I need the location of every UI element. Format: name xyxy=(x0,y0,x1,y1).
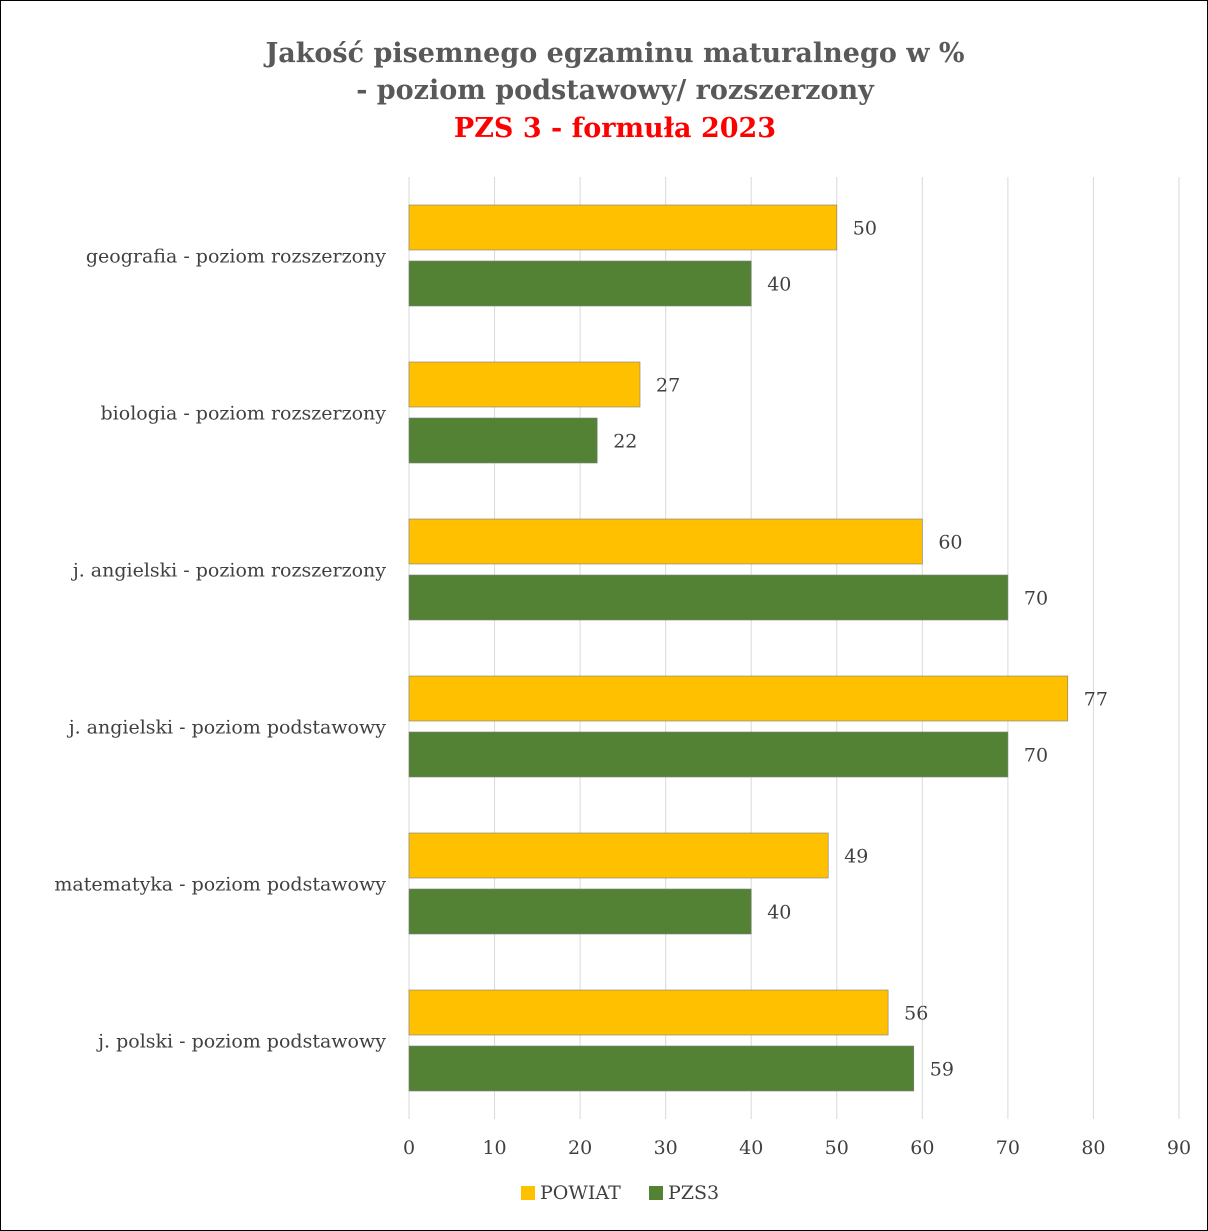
gridlines xyxy=(408,177,1180,1119)
x-tick-label: 10 xyxy=(482,1137,506,1159)
data-label-powiat: 49 xyxy=(844,846,868,868)
bar-powiat xyxy=(408,361,641,408)
data-label-powiat: 60 xyxy=(938,532,962,554)
data-label-pzs3: 70 xyxy=(1024,588,1048,610)
legend-label-powiat: POWIAT xyxy=(540,1182,621,1204)
data-label-powiat: 56 xyxy=(904,1003,928,1025)
category-label: matematyka - poziom podstawowy xyxy=(54,874,386,896)
chart-title-line-2: - poziom podstawowy/ rozszerzony xyxy=(356,75,875,106)
x-tick-label: 20 xyxy=(568,1137,592,1159)
data-label-powiat: 77 xyxy=(1084,689,1108,711)
category-label: j. angielski - poziom podstawowy xyxy=(67,717,387,739)
bar-pzs3 xyxy=(408,417,598,464)
category-label: j. polski - poziom podstawowy xyxy=(96,1031,386,1053)
data-label-pzs3: 40 xyxy=(767,902,791,924)
bars: 50 40 27 22 60 70 77 70 49 40 56 59 xyxy=(408,204,1108,1092)
bar-powiat xyxy=(408,989,889,1036)
category-label: biologia - poziom rozszerzony xyxy=(101,403,387,425)
x-tick-label: 60 xyxy=(910,1137,934,1159)
data-label-pzs3: 59 xyxy=(930,1059,954,1081)
bar-powiat xyxy=(408,204,838,251)
legend-label-pzs3: PZS3 xyxy=(668,1182,719,1204)
category-label: j. angielski - poziom rozszerzony xyxy=(71,560,386,582)
x-tick-label: 80 xyxy=(1081,1137,1105,1159)
legend-swatch-powiat xyxy=(521,1186,535,1200)
x-axis-ticks: 0 10 20 30 40 50 60 70 80 90 xyxy=(403,1137,1191,1159)
chart-title-line-3: PZS 3 - formuła 2023 xyxy=(454,113,776,144)
chart-title-line-1: Jakość pisemnego egzaminu maturalnego w … xyxy=(263,38,964,69)
bar-powiat xyxy=(408,832,829,879)
category-labels: geografia - poziom rozszerzony biologia -… xyxy=(54,246,386,1053)
bar-pzs3 xyxy=(408,1045,915,1092)
x-tick-label: 0 xyxy=(403,1137,415,1159)
x-tick-label: 30 xyxy=(654,1137,678,1159)
data-label-powiat: 50 xyxy=(853,218,877,240)
bar-powiat xyxy=(408,675,1069,722)
x-tick-label: 70 xyxy=(996,1137,1020,1159)
data-label-pzs3: 70 xyxy=(1024,745,1048,767)
legend: POWIAT PZS3 xyxy=(521,1182,719,1204)
category-label: geografia - poziom rozszerzony xyxy=(86,246,386,268)
bar-powiat xyxy=(408,518,923,565)
legend-swatch-pzs3 xyxy=(649,1186,663,1200)
bar-pzs3 xyxy=(408,731,1009,778)
data-label-powiat: 27 xyxy=(656,375,680,397)
bar-pzs3 xyxy=(408,888,752,935)
x-tick-label: 40 xyxy=(739,1137,763,1159)
x-tick-label: 50 xyxy=(825,1137,849,1159)
data-label-pzs3: 22 xyxy=(613,431,637,453)
chart-title: Jakość pisemnego egzaminu maturalnego w … xyxy=(263,38,964,144)
x-tick-label: 90 xyxy=(1167,1137,1191,1159)
bar-pzs3 xyxy=(408,574,1009,621)
data-label-pzs3: 40 xyxy=(767,274,791,296)
bar-pzs3 xyxy=(408,260,752,307)
